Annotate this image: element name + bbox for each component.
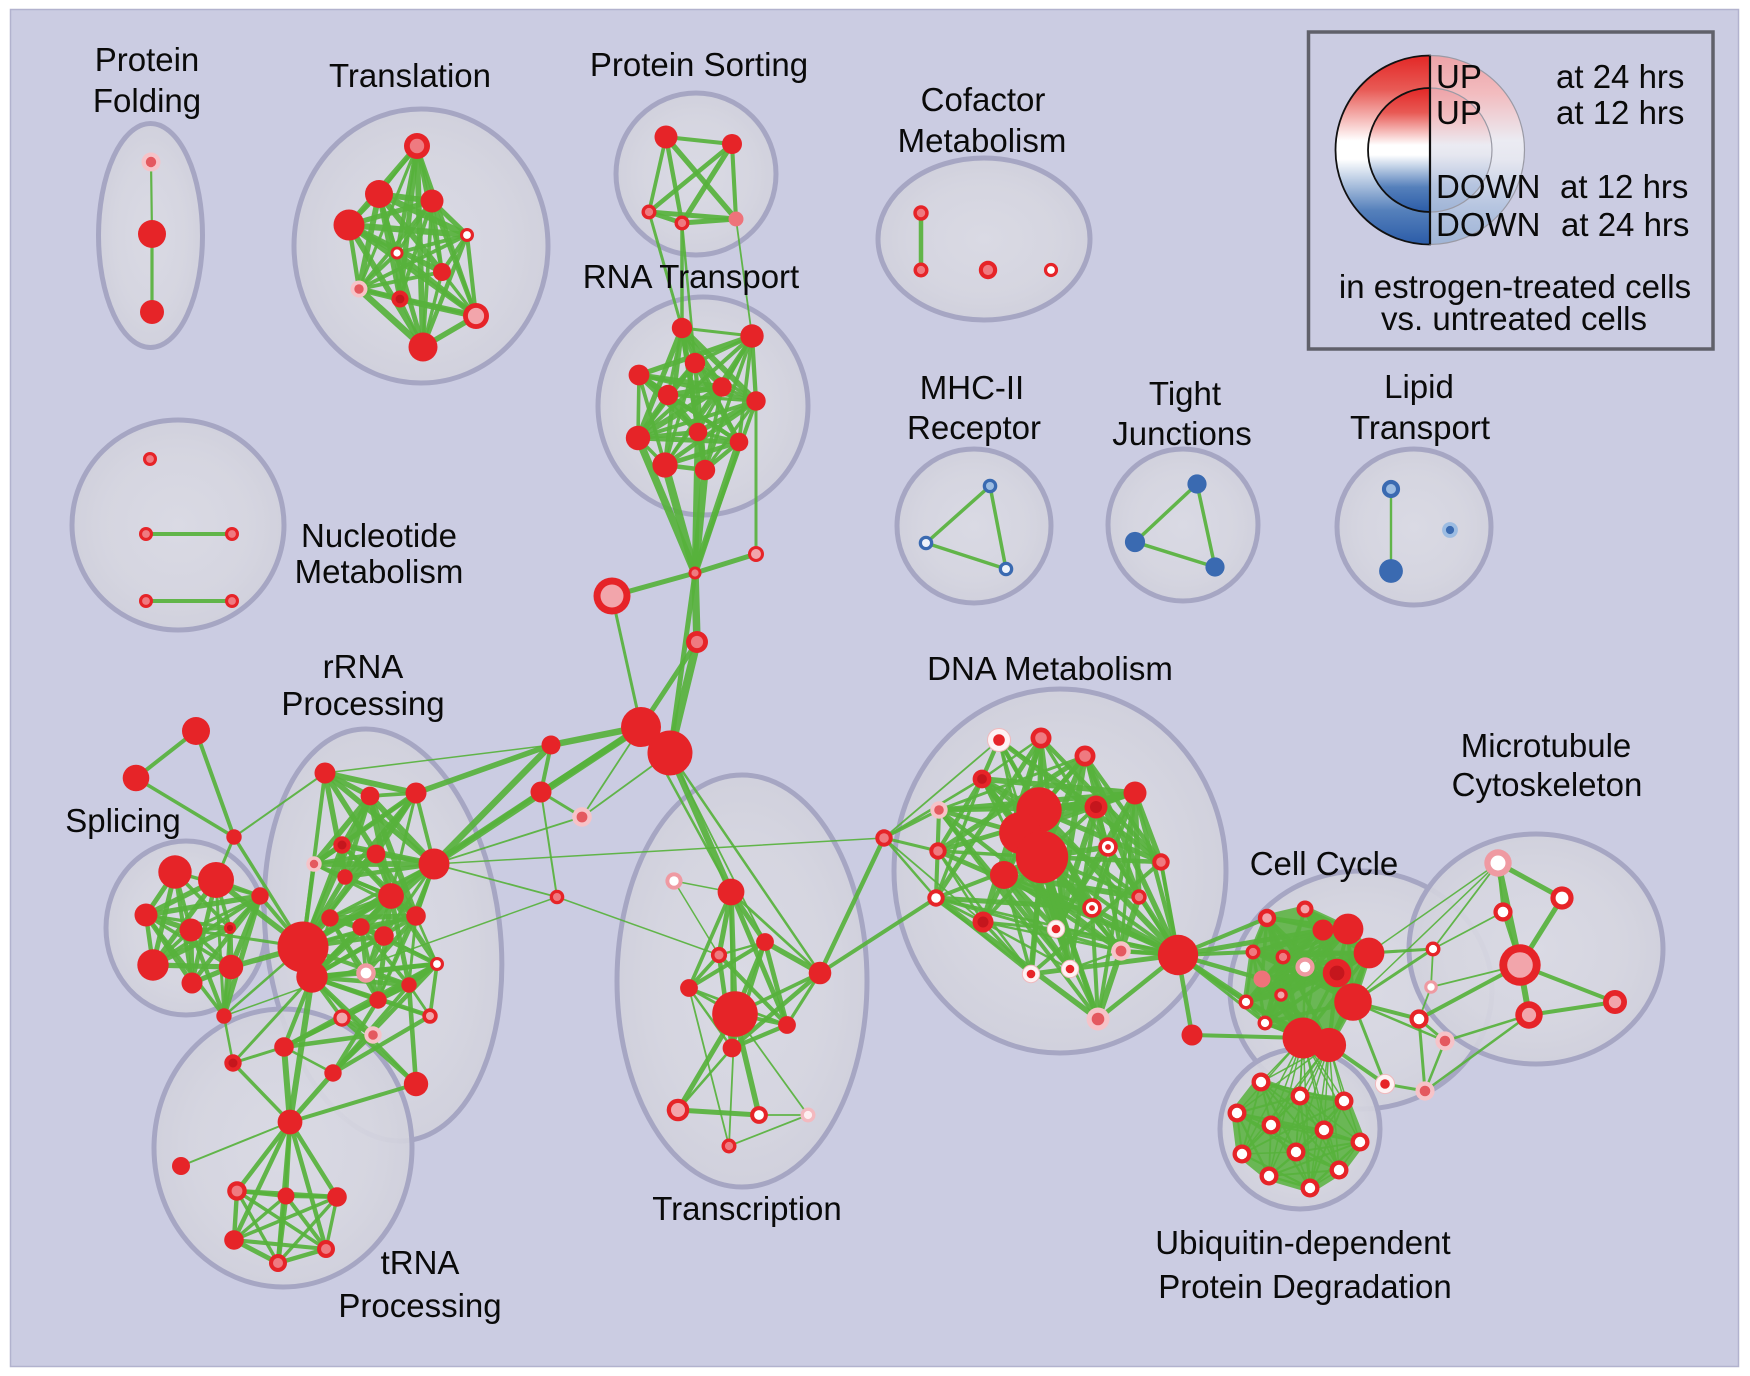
svg-text:tRNA: tRNA <box>381 1244 460 1281</box>
svg-text:Tight: Tight <box>1149 375 1221 412</box>
svg-text:Ubiquitin-dependent: Ubiquitin-dependent <box>1155 1224 1450 1261</box>
svg-text:MHC-II: MHC-II <box>920 369 1024 406</box>
svg-text:at 24 hrs: at 24 hrs <box>1561 206 1689 243</box>
svg-text:Junctions: Junctions <box>1112 415 1251 452</box>
svg-text:Cofactor: Cofactor <box>921 81 1046 118</box>
svg-text:Metabolism: Metabolism <box>898 122 1067 159</box>
svg-text:Protein: Protein <box>95 41 200 78</box>
svg-text:DOWN: DOWN <box>1436 206 1540 243</box>
svg-text:Cytoskeleton: Cytoskeleton <box>1452 766 1643 803</box>
svg-text:DOWN: DOWN <box>1436 168 1540 205</box>
svg-text:rRNA: rRNA <box>323 648 404 685</box>
svg-text:Receptor: Receptor <box>907 409 1041 446</box>
svg-text:UP: UP <box>1436 94 1482 131</box>
svg-text:Lipid: Lipid <box>1384 368 1454 405</box>
svg-text:Protein Sorting: Protein Sorting <box>590 46 808 83</box>
svg-text:Processing: Processing <box>338 1287 501 1324</box>
svg-text:DNA Metabolism: DNA Metabolism <box>927 650 1173 687</box>
svg-text:Metabolism: Metabolism <box>295 553 464 590</box>
svg-text:Cell Cycle: Cell Cycle <box>1250 845 1399 882</box>
svg-text:Transport: Transport <box>1350 409 1490 446</box>
svg-text:Splicing: Splicing <box>65 802 181 839</box>
svg-text:vs. untreated cells: vs. untreated cells <box>1381 300 1647 337</box>
svg-text:at 12 hrs: at 12 hrs <box>1560 168 1688 205</box>
svg-text:at 24 hrs: at 24 hrs <box>1556 58 1684 95</box>
svg-text:Translation: Translation <box>329 57 491 94</box>
svg-text:at 12 hrs: at 12 hrs <box>1556 94 1684 131</box>
svg-text:Microtubule: Microtubule <box>1461 727 1632 764</box>
svg-text:Nucleotide: Nucleotide <box>301 517 457 554</box>
svg-text:Transcription: Transcription <box>652 1190 842 1227</box>
svg-text:Protein Degradation: Protein Degradation <box>1158 1268 1452 1305</box>
svg-text:in estrogen-treated cells: in estrogen-treated cells <box>1339 268 1691 305</box>
svg-text:RNA Transport: RNA Transport <box>583 258 799 295</box>
svg-text:UP: UP <box>1436 58 1482 95</box>
svg-text:Processing: Processing <box>281 685 444 722</box>
svg-text:Folding: Folding <box>93 82 201 119</box>
